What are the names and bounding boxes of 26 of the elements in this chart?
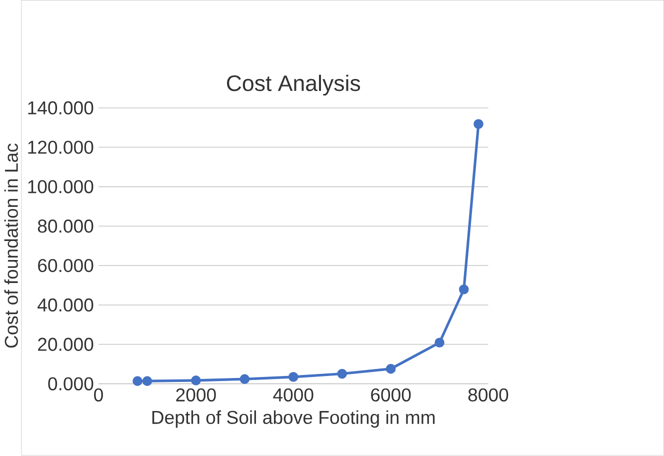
point (474, 119, 484, 130)
x-tick-label: 6000 (371, 388, 411, 402)
y-axis-title: Cost of foundation in Lac (4, 144, 18, 348)
point (386, 364, 396, 374)
y-tick-label: 120.000 (28, 140, 94, 154)
point (240, 374, 250, 384)
y-tick-label: 0.000 (48, 377, 94, 391)
x-tick-label: 8000 (468, 388, 508, 402)
point (458, 284, 469, 294)
y-tick-label: 80.000 (38, 220, 94, 233)
point (434, 338, 444, 348)
point (337, 369, 347, 379)
x-tick-label: 4000 (273, 388, 314, 402)
point (132, 376, 142, 386)
x-axis-title: Depth of Soil above Footing in mm (152, 410, 435, 428)
x-tick-label: 2000 (176, 388, 216, 402)
y-tick-label: 140.000 (28, 101, 94, 115)
y-tick-label: 100.000 (28, 180, 94, 194)
x-tick-label: 0 (94, 388, 103, 402)
y-tick-label: 40.000 (38, 298, 94, 312)
point (288, 372, 298, 382)
point (191, 376, 201, 386)
point (142, 376, 152, 386)
y-tick-label: 20.000 (38, 338, 94, 352)
y-tick-label: 60.000 (38, 259, 94, 272)
chart-title: Cost Analysis (226, 74, 360, 96)
